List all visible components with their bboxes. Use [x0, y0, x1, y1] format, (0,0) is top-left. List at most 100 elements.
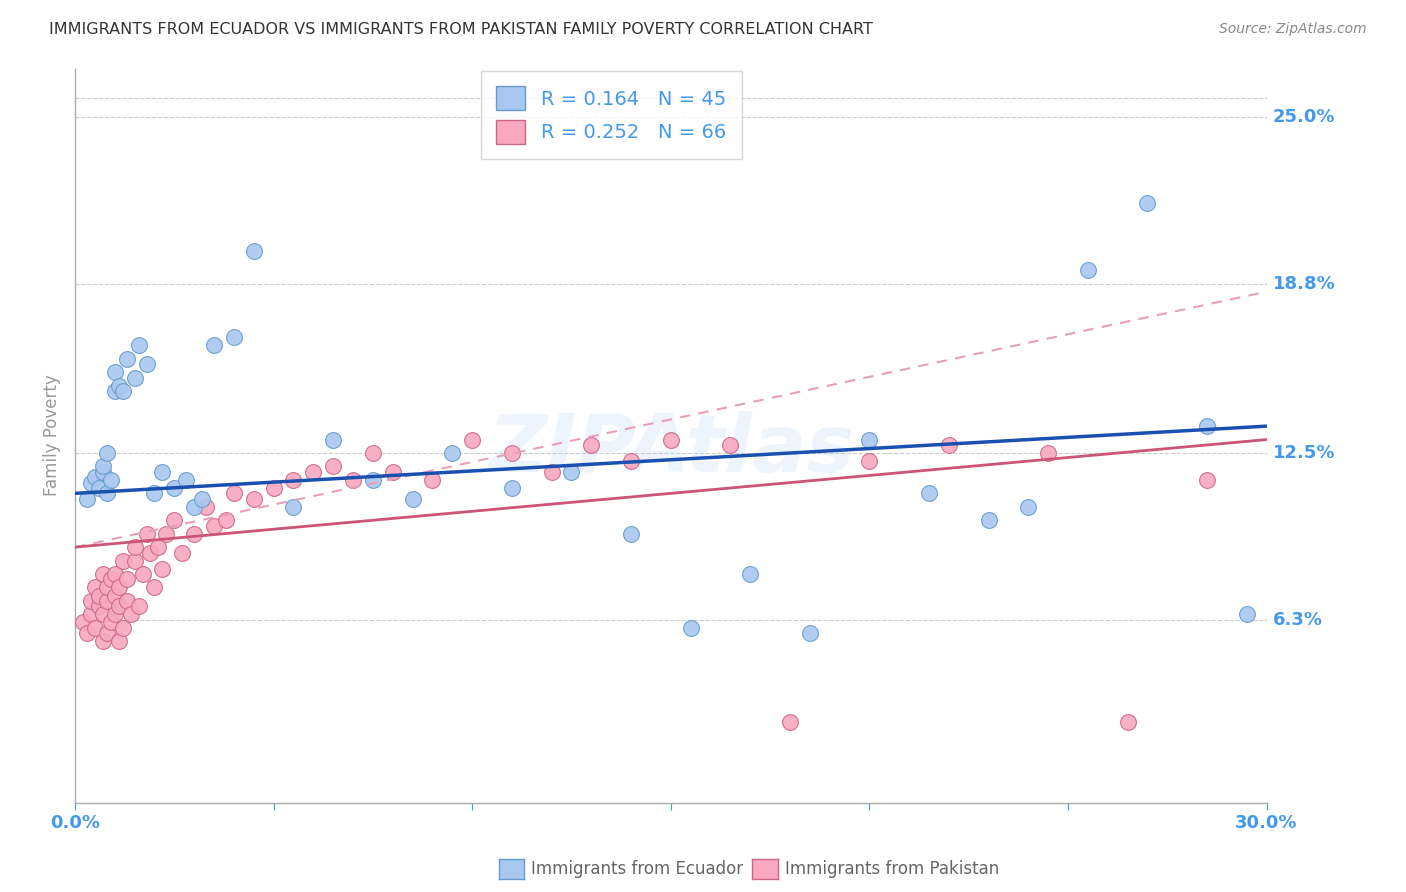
- Point: [172, 545, 194, 559]
- Point: [100, 573, 122, 587]
- Point: [718, 438, 741, 452]
- Point: [131, 567, 153, 582]
- Point: [80, 594, 103, 608]
- Point: [938, 438, 960, 452]
- Point: [91, 607, 114, 622]
- Point: [183, 526, 205, 541]
- Point: [143, 581, 166, 595]
- Point: [1017, 500, 1039, 514]
- Point: [242, 244, 264, 259]
- Point: [361, 446, 384, 460]
- Point: [620, 454, 643, 468]
- Point: [83, 581, 105, 595]
- Point: [80, 607, 103, 622]
- Point: [215, 513, 238, 527]
- Point: [100, 473, 122, 487]
- Point: [76, 626, 98, 640]
- Point: [87, 589, 110, 603]
- Point: [124, 553, 146, 567]
- Point: [80, 475, 103, 490]
- Point: [107, 581, 129, 595]
- Point: [174, 473, 197, 487]
- Point: [87, 599, 110, 614]
- Point: [381, 465, 404, 479]
- Point: [120, 607, 142, 622]
- Point: [799, 626, 821, 640]
- Point: [322, 433, 344, 447]
- Point: [1036, 446, 1059, 460]
- Point: [91, 634, 114, 648]
- Point: [104, 567, 127, 582]
- Point: [242, 491, 264, 506]
- Point: [461, 433, 484, 447]
- Point: [104, 365, 127, 379]
- Point: [96, 446, 118, 460]
- Point: [620, 526, 643, 541]
- Point: [263, 481, 285, 495]
- Point: [501, 481, 523, 495]
- Text: 18.8%: 18.8%: [1272, 275, 1336, 293]
- Legend: R = 0.164   N = 45, R = 0.252   N = 66: R = 0.164 N = 45, R = 0.252 N = 66: [481, 70, 742, 159]
- Text: ZIPAtlas: ZIPAtlas: [488, 411, 853, 489]
- Point: [441, 446, 464, 460]
- Text: Source: ZipAtlas.com: Source: ZipAtlas.com: [1219, 22, 1367, 37]
- Point: [155, 526, 177, 541]
- Point: [124, 540, 146, 554]
- Point: [91, 567, 114, 582]
- Point: [222, 486, 245, 500]
- Point: [501, 446, 523, 460]
- Point: [115, 573, 138, 587]
- Point: [143, 486, 166, 500]
- Point: [107, 599, 129, 614]
- Point: [659, 433, 682, 447]
- Point: [1136, 196, 1159, 211]
- Point: [195, 500, 218, 514]
- Point: [135, 357, 157, 371]
- Point: [96, 581, 118, 595]
- Point: [111, 553, 134, 567]
- Point: [115, 594, 138, 608]
- Point: [104, 384, 127, 399]
- Point: [104, 589, 127, 603]
- Text: 12.5%: 12.5%: [1272, 444, 1336, 462]
- Point: [1195, 419, 1218, 434]
- Text: Immigrants from Ecuador: Immigrants from Ecuador: [531, 860, 744, 878]
- Point: [581, 438, 603, 452]
- Point: [96, 486, 118, 500]
- Text: IMMIGRANTS FROM ECUADOR VS IMMIGRANTS FROM PAKISTAN FAMILY POVERTY CORRELATION C: IMMIGRANTS FROM ECUADOR VS IMMIGRANTS FR…: [49, 22, 873, 37]
- Point: [163, 513, 186, 527]
- Point: [150, 465, 173, 479]
- Point: [163, 481, 186, 495]
- Point: [107, 634, 129, 648]
- Point: [1116, 714, 1139, 729]
- Point: [679, 621, 702, 635]
- Point: [1195, 473, 1218, 487]
- Point: [139, 545, 162, 559]
- Point: [283, 473, 305, 487]
- Point: [858, 433, 880, 447]
- Point: [560, 465, 582, 479]
- Point: [76, 491, 98, 506]
- Point: [361, 473, 384, 487]
- Point: [1077, 263, 1099, 277]
- Point: [222, 330, 245, 344]
- Point: [150, 562, 173, 576]
- Point: [128, 338, 150, 352]
- Point: [202, 338, 225, 352]
- Text: 25.0%: 25.0%: [1272, 108, 1336, 126]
- Point: [96, 594, 118, 608]
- Point: [202, 518, 225, 533]
- Point: [115, 351, 138, 366]
- Point: [104, 607, 127, 622]
- Point: [283, 500, 305, 514]
- Point: [107, 379, 129, 393]
- Point: [322, 459, 344, 474]
- Point: [342, 473, 364, 487]
- Point: [977, 513, 1000, 527]
- Point: [111, 384, 134, 399]
- Point: [91, 459, 114, 474]
- Point: [135, 526, 157, 541]
- Point: [191, 491, 214, 506]
- Point: [111, 621, 134, 635]
- Point: [740, 567, 762, 582]
